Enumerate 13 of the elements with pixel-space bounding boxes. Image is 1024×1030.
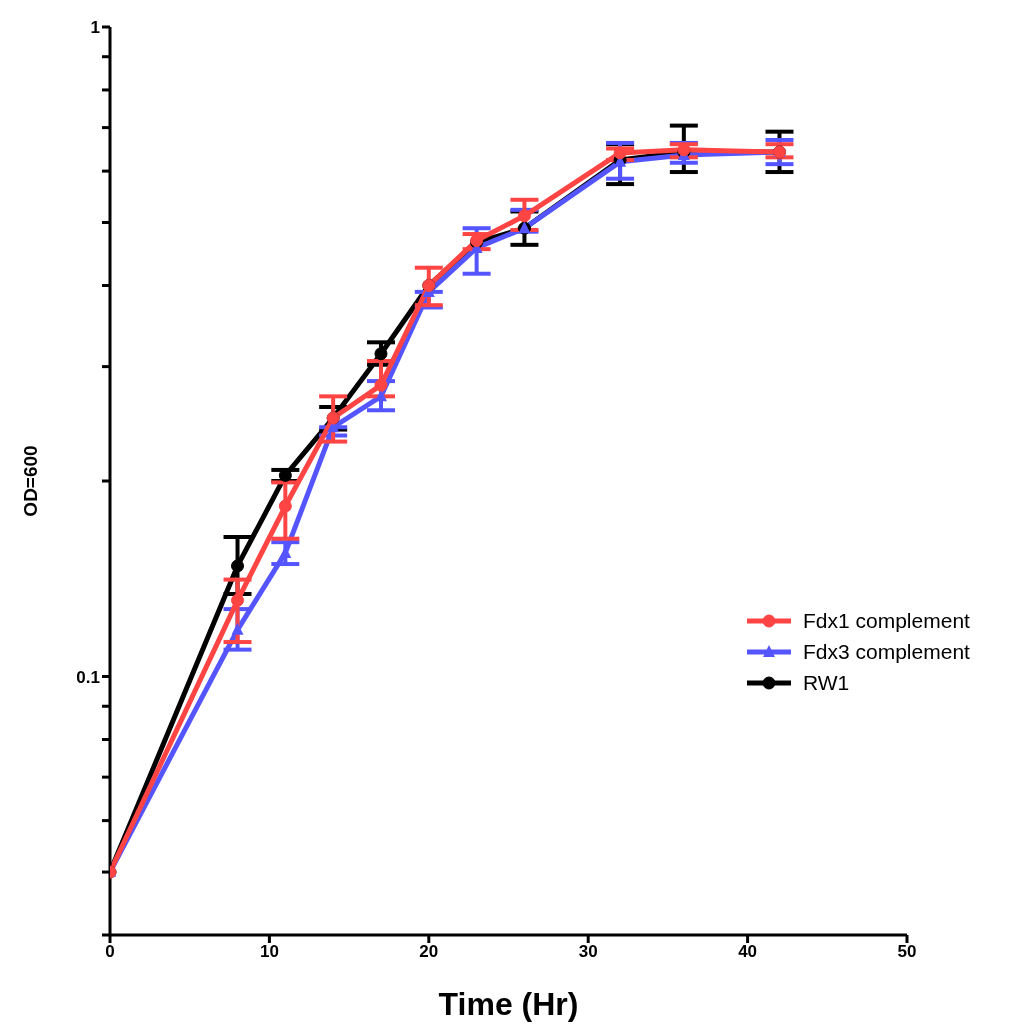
y-tick-label: 1 — [90, 18, 100, 38]
x-tick-label: 30 — [578, 942, 598, 962]
y-axis-title: OD=600 — [19, 445, 41, 517]
x-tick-label: 10 — [259, 942, 279, 962]
legend-label: Fdx1 complement — [803, 608, 970, 633]
legend-label: RW1 — [803, 670, 850, 695]
x-axis-title: Time (Hr) — [438, 986, 579, 1022]
legend-label: Fdx3 complement — [803, 639, 970, 664]
x-tick-label: 20 — [419, 942, 439, 962]
y-tick-label: 0.1 — [76, 667, 100, 687]
x-tick-label: 50 — [897, 942, 917, 962]
x-tick-label: 40 — [738, 942, 758, 962]
x-tick-label: 0 — [105, 942, 115, 962]
